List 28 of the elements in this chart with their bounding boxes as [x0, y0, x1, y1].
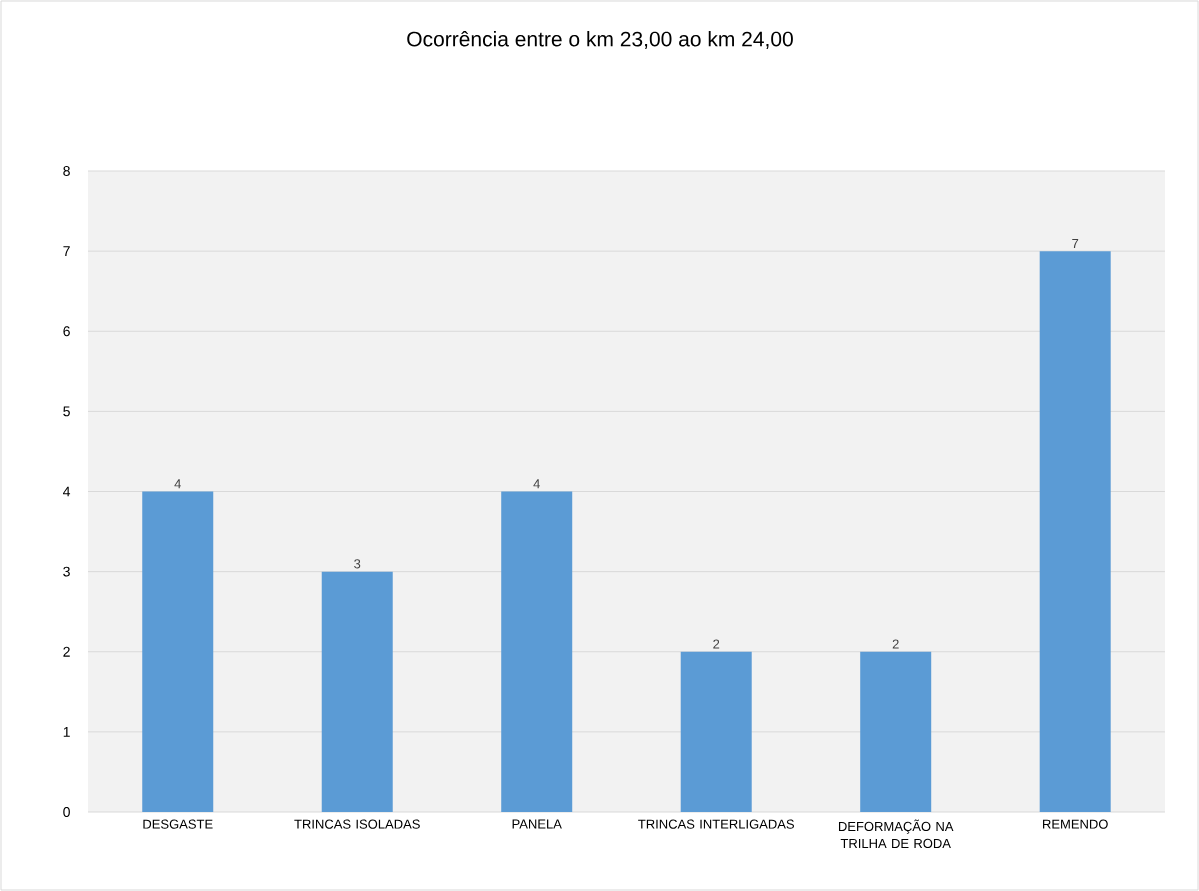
x-tick-label: DEFORMAÇÃO NA TRILHA DE RODA [838, 819, 954, 849]
x-tick-label: DESGASTE [143, 819, 213, 829]
y-tick-label: 5 [63, 406, 70, 417]
data-label: 4 [174, 479, 181, 489]
x-tick-label: TRINCAS INTERLIGADAS [638, 819, 794, 829]
bar [680, 651, 752, 812]
data-label: 3 [354, 559, 361, 569]
bar [142, 491, 214, 812]
bar [860, 651, 932, 812]
chart-title: Ocorrência entre o km 23,00 ao km 24,00 [407, 31, 793, 49]
data-label: 7 [1072, 238, 1079, 248]
x-tick-label: REMENDO [1043, 819, 1108, 829]
y-tick-label: 4 [63, 486, 71, 497]
x-tick-label: PANELA [512, 819, 562, 829]
y-tick-label: 3 [63, 566, 70, 577]
x-tick-label: TRINCAS ISOLADAS [294, 819, 420, 829]
y-tick-label: 0 [63, 807, 70, 817]
data-label: 4 [533, 479, 540, 489]
bar [501, 491, 573, 812]
data-label: 2 [892, 639, 899, 649]
y-tick-label: 7 [63, 246, 70, 256]
y-tick-label: 1 [63, 727, 70, 737]
y-tick-label: 6 [63, 326, 70, 337]
y-tick-label: 2 [63, 646, 70, 657]
data-label: 2 [713, 639, 720, 649]
bar [1039, 251, 1111, 812]
y-tick-label: 8 [63, 166, 70, 176]
bar [321, 571, 393, 812]
